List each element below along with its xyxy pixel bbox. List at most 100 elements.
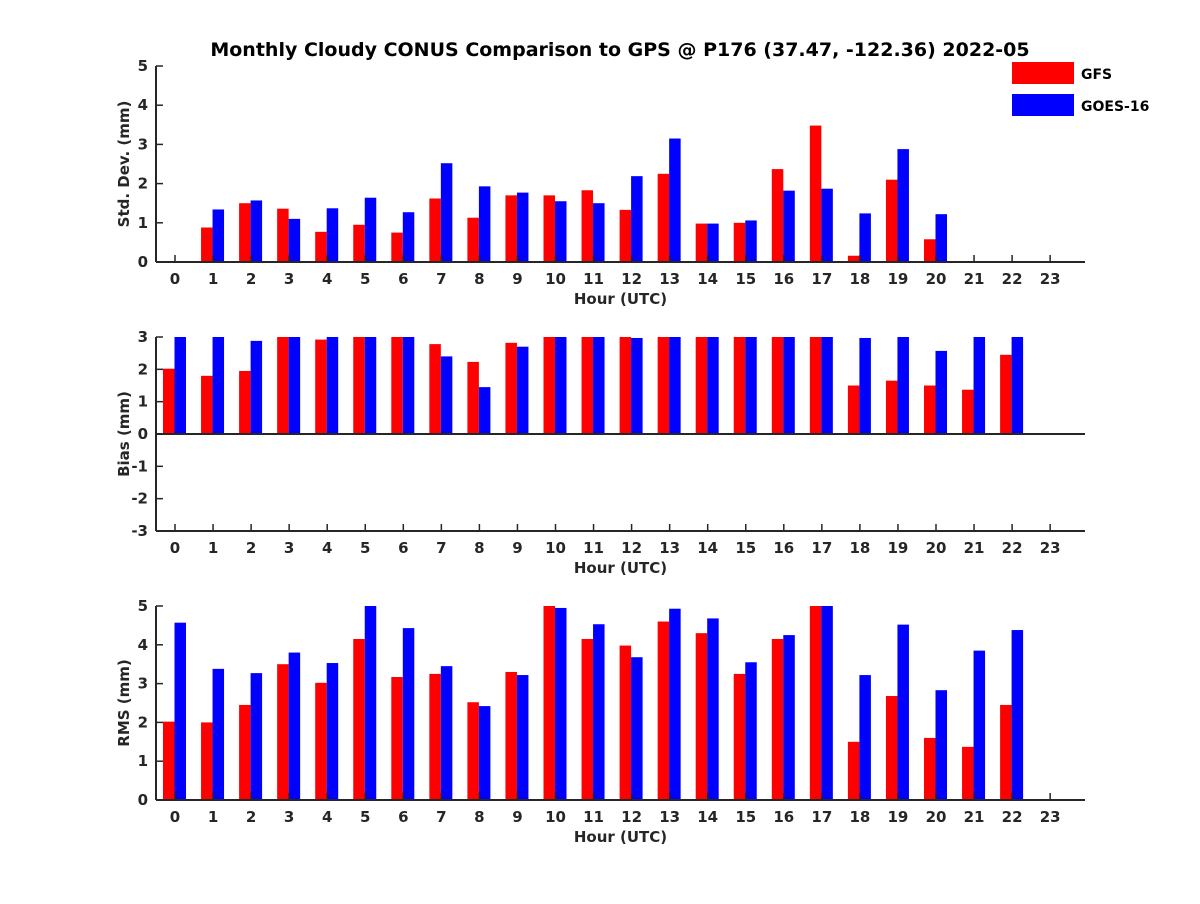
x-tick-label-rms-0: 0 [170, 808, 180, 826]
x-axis-label-rms: Hour (UTC) [574, 828, 667, 846]
x-tick-label-bias-3: 3 [284, 539, 294, 557]
bar-rms-goes16-19 [897, 624, 909, 800]
bar-rms-gfs-18 [847, 741, 860, 800]
x-tick-label-rms-6: 6 [398, 808, 408, 826]
x-tick-label-stddev-22: 22 [1002, 270, 1023, 288]
bar-rms-goes16-2 [250, 673, 263, 800]
x-tick-label-rms-17: 17 [811, 808, 832, 826]
bar-bias-gfs-3 [277, 337, 289, 434]
bar-rms-gfs-3 [277, 664, 289, 800]
bar-stddev-gfs-11 [581, 190, 594, 262]
y-tick-label-rms-2: 2 [138, 713, 148, 731]
bar-rms-gfs-9 [505, 671, 517, 800]
x-tick-label-rms-10: 10 [545, 808, 566, 826]
bar-stddev-gfs-5 [353, 224, 365, 262]
bar-bias-goes16-12 [631, 337, 643, 434]
bar-stddev-goes16-1 [212, 209, 225, 262]
x-tick-label-rms-21: 21 [964, 808, 985, 826]
x-tick-label-bias-15: 15 [735, 539, 756, 557]
bar-rms-goes16-6 [402, 628, 415, 800]
x-tick-label-stddev-19: 19 [888, 270, 909, 288]
bar-rms-goes16-1 [212, 668, 225, 800]
bar-rms-gfs-17 [809, 606, 822, 800]
bar-stddev-goes16-11 [593, 203, 605, 262]
x-tick-label-bias-12: 12 [621, 539, 642, 557]
x-tick-label-rms-9: 9 [512, 808, 522, 826]
x-tick-label-bias-21: 21 [964, 539, 985, 557]
x-tick-label-bias-14: 14 [697, 539, 718, 557]
x-tick-label-stddev-3: 3 [284, 270, 294, 288]
bar-rms-goes16-9 [516, 675, 529, 800]
bar-stddev-gfs-19 [885, 179, 898, 262]
bar-stddev-gfs-8 [467, 217, 479, 262]
bar-rms-gfs-14 [695, 633, 708, 800]
bar-rms-gfs-0 [163, 721, 175, 800]
bar-stddev-gfs-18 [847, 255, 860, 262]
bar-bias-gfs-12 [619, 337, 632, 434]
bar-bias-gfs-15 [733, 337, 746, 434]
y-tick-label-rms-4: 4 [138, 636, 148, 654]
bar-bias-goes16-20 [935, 350, 947, 434]
x-tick-label-rms-4: 4 [322, 808, 332, 826]
bar-stddev-gfs-16 [771, 169, 784, 262]
x-tick-label-rms-18: 18 [849, 808, 870, 826]
y-tick-label-bias-2: -1 [131, 457, 148, 475]
bar-rms-goes16-10 [555, 607, 567, 800]
chart-title: Monthly Cloudy CONUS Comparison to GPS @… [210, 39, 1029, 61]
y-tick-label-rms-5: 5 [138, 597, 148, 615]
x-tick-label-stddev-17: 17 [811, 270, 832, 288]
bar-stddev-goes16-18 [859, 213, 871, 262]
bar-bias-goes16-13 [669, 337, 681, 434]
bar-bias-goes16-16 [783, 337, 795, 434]
bar-rms-gfs-19 [885, 696, 898, 800]
bar-bias-gfs-7 [429, 344, 441, 434]
y-tick-label-bias-4: 1 [138, 393, 148, 411]
bar-rms-goes16-15 [745, 662, 757, 800]
x-tick-label-rms-16: 16 [773, 808, 794, 826]
bar-stddev-goes16-5 [364, 197, 377, 262]
bar-rms-goes16-0 [174, 622, 186, 800]
x-tick-label-rms-1: 1 [208, 808, 218, 826]
bar-stddev-goes16-19 [897, 149, 909, 262]
bar-stddev-goes16-15 [745, 220, 757, 262]
bar-stddev-gfs-15 [733, 222, 746, 262]
bar-bias-goes16-8 [478, 387, 491, 434]
x-tick-label-rms-19: 19 [888, 808, 909, 826]
bar-bias-goes16-10 [555, 337, 567, 434]
bar-rms-goes16-17 [821, 606, 833, 800]
bar-stddev-goes16-20 [935, 214, 947, 262]
x-tick-label-bias-9: 9 [512, 539, 522, 557]
x-tick-label-stddev-23: 23 [1040, 270, 1061, 288]
bar-stddev-goes16-14 [707, 223, 719, 262]
x-tick-label-rms-20: 20 [926, 808, 947, 826]
bar-rms-gfs-20 [924, 737, 936, 800]
legend-swatch-gfs [1012, 62, 1074, 84]
bar-stddev-gfs-4 [315, 231, 327, 262]
x-axis-label-stddev: Hour (UTC) [574, 290, 667, 308]
bar-rms-gfs-21 [962, 746, 974, 800]
bar-stddev-goes16-3 [288, 218, 301, 262]
x-tick-label-stddev-4: 4 [322, 270, 332, 288]
x-tick-label-bias-10: 10 [545, 539, 566, 557]
x-tick-label-stddev-1: 1 [208, 270, 218, 288]
x-tick-label-bias-2: 2 [246, 539, 256, 557]
y-axis-label-bias: Bias (mm) [115, 391, 133, 477]
y-tick-label-stddev-4: 4 [138, 96, 148, 114]
bar-rms-gfs-22 [1000, 704, 1012, 800]
bar-rms-gfs-6 [391, 677, 403, 800]
legend: GFS GOES-16 [1012, 62, 1149, 116]
bar-stddev-gfs-12 [619, 209, 632, 262]
x-tick-label-bias-17: 17 [811, 539, 832, 557]
x-tick-label-bias-22: 22 [1002, 539, 1023, 557]
bar-rms-goes16-21 [973, 650, 986, 800]
bar-rms-gfs-5 [353, 638, 365, 800]
bar-bias-goes16-11 [593, 337, 605, 434]
x-tick-label-bias-4: 4 [322, 539, 332, 557]
y-tick-label-stddev-0: 0 [138, 253, 148, 271]
x-tick-label-rms-23: 23 [1040, 808, 1061, 826]
y-axis-label-rms: RMS (mm) [115, 659, 133, 746]
x-tick-label-bias-7: 7 [436, 539, 446, 557]
bar-rms-goes16-12 [631, 657, 643, 800]
